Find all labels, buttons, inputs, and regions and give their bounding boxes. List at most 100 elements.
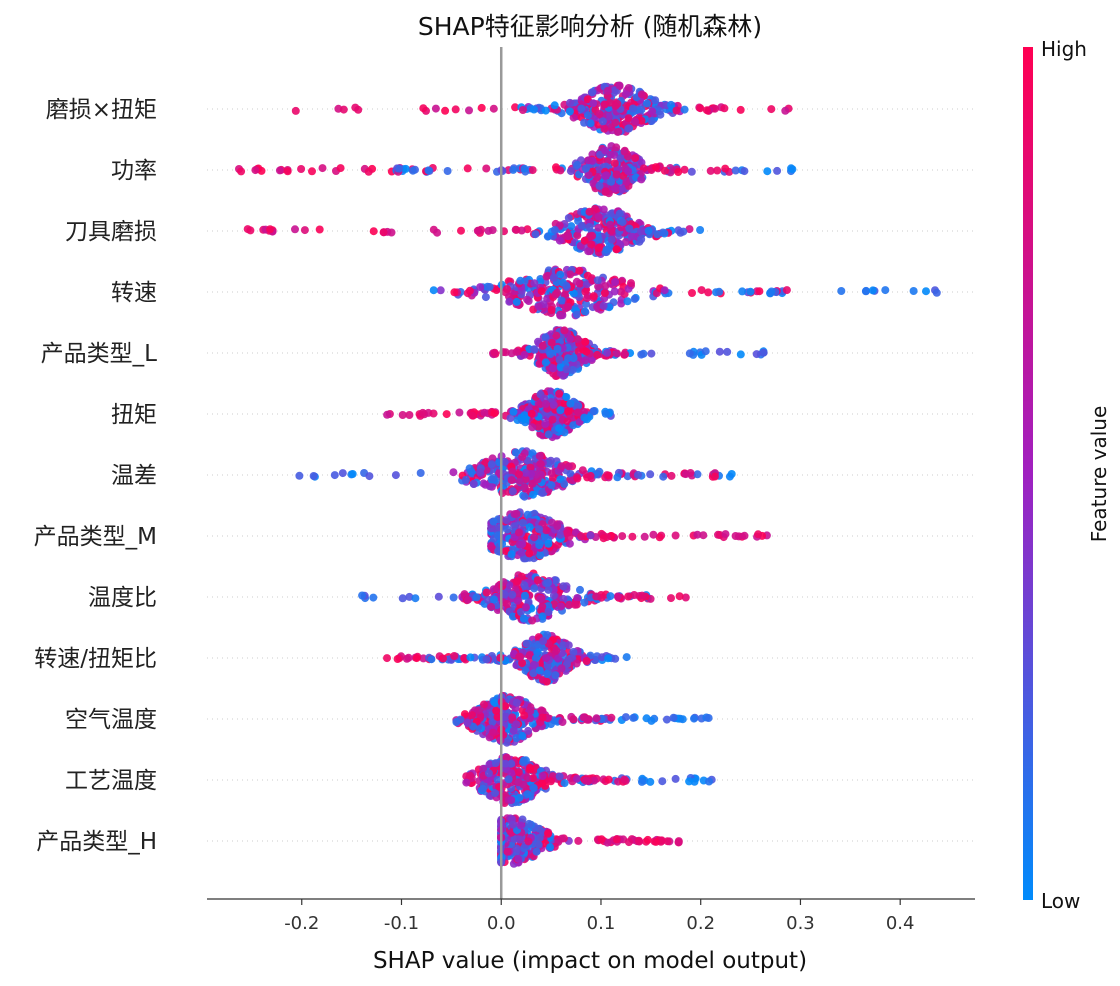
shap-point [553,344,562,353]
shap-point [442,410,451,419]
shap-point [693,530,702,539]
shap-point [696,226,705,234]
shap-point [537,287,546,296]
shap-point [564,214,573,222]
shap-point [484,595,492,604]
shap-point [393,655,402,663]
shap-point [546,843,555,852]
shap-point [460,710,469,719]
shap-point [584,247,593,256]
shap-point [530,660,538,669]
shap-point [291,106,300,115]
feature-label: 功率 [111,158,157,184]
shap-point [491,789,499,797]
shap-point [705,777,713,786]
shap-point [529,490,537,499]
shap-point [560,326,569,335]
shap-point [408,166,417,175]
shap-point [489,517,498,526]
shap-point [562,393,571,402]
shap-point [544,608,553,616]
shap-point [509,726,518,735]
shap-point [564,462,573,471]
shap-point [580,307,589,316]
shap-point [512,698,521,707]
shap-point [481,480,490,489]
shap-point [433,228,442,237]
shap-point [582,776,591,785]
shap-point [589,179,598,188]
shap-point [628,232,637,241]
shap-point [507,796,516,805]
shap-point [318,164,327,173]
shap-point [530,105,538,114]
shap-point [365,472,374,481]
shap-point [511,103,520,112]
shap-point [573,408,582,417]
shap-point [576,585,584,594]
shap-point [613,473,622,482]
shap-point [534,422,543,431]
shap-point [546,350,555,359]
shap-point [572,774,581,783]
shap-point [283,167,292,176]
shap-point [526,707,535,716]
shap-point [634,470,642,479]
shap-point [532,847,541,856]
shap-point [746,287,755,296]
shap-point [565,539,574,548]
shap-point [531,654,540,663]
shap-point [676,228,685,237]
x-axis-label: SHAP value (impact on model output) [373,948,807,974]
shap-point [339,105,348,114]
colorbar: High Low Feature value [1023,37,1111,913]
shap-point [251,166,260,175]
shap-point [651,837,660,846]
shap-point [584,156,593,165]
shap-point [455,408,464,417]
shap-point [477,103,486,112]
shap-point [651,163,660,172]
shap-point [559,641,568,650]
shap-point [405,592,414,601]
shap-point [487,542,496,551]
shap-point [554,654,562,663]
shap-point [592,714,601,723]
shap-point [383,654,391,663]
shap-point [520,581,529,590]
shap-point [738,287,747,296]
shap-point [643,835,652,844]
shap-point [411,594,420,603]
shap-point [474,706,483,715]
feature-label: 产品类型_H [36,829,157,855]
shap-point [521,591,529,600]
shap-point [544,430,553,439]
shap-point [564,232,573,241]
shap-point [369,227,378,236]
shap-point [383,410,392,419]
shap-point [629,104,637,113]
shap-point [634,836,643,845]
shap-point [623,297,632,306]
shap-point [568,366,577,374]
shap-point [521,666,530,675]
shap-point [767,287,776,296]
shap-point [552,646,561,655]
shap-point [291,225,299,234]
shap-point [462,772,471,781]
shap-point [767,105,776,114]
shap-point [549,273,558,282]
shap-point [508,713,517,722]
shap-point [472,593,481,602]
shap-point [528,166,537,175]
shap-point [552,163,560,172]
shap-point [604,112,613,121]
shap-point [508,590,517,599]
shap-point [573,594,582,602]
shap-point [687,167,696,176]
feature-label: 磨损×扭矩 [46,97,157,123]
shap-point [465,464,474,473]
shap-point [516,276,525,285]
shap-point [527,409,536,418]
shap-point [542,272,551,281]
